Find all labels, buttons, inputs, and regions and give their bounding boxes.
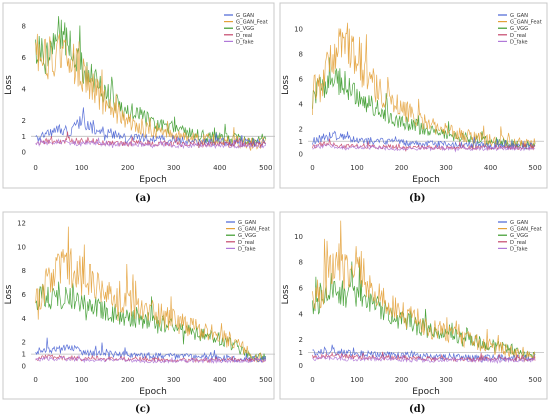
caption-b: (b) <box>409 193 426 204</box>
caption-a: (a) <box>135 193 151 204</box>
x-tick-label-a: 400 <box>213 164 226 172</box>
legend-label-d: G_VGG <box>510 233 528 239</box>
legend-label-a: G_VGG <box>236 26 254 32</box>
x-tick-label-a: 500 <box>259 164 272 172</box>
y-tick-label-d: 4 <box>299 310 304 318</box>
panel-frame-a <box>2 2 275 189</box>
y-tick-label-d: 1 <box>299 349 303 357</box>
caption-c: (c) <box>135 404 151 415</box>
x-tick-label-c: 200 <box>121 376 134 384</box>
y-tick-label-a: 0 <box>22 149 26 157</box>
y-axis-label-c: Loss <box>4 284 14 304</box>
y-axis-label-b: Loss <box>281 75 291 95</box>
x-axis-label-b: Epoch <box>412 175 440 185</box>
x-tick-label-a: 200 <box>121 164 134 172</box>
x-tick-label-d: 100 <box>350 376 363 384</box>
x-tick-label-b: 500 <box>528 164 541 172</box>
legend-label-a: G_GAN_Feat <box>236 20 268 26</box>
y-tick-label-c: 6 <box>22 291 27 299</box>
legend-label-a: G_GAN <box>236 13 254 19</box>
series-line-d-fake-d <box>312 354 536 365</box>
y-tick-label-b: 6 <box>299 75 304 83</box>
series-line-g-gan-feat-a <box>35 33 267 151</box>
y-tick-label-b: 10 <box>294 25 303 33</box>
x-tick-label-b: 300 <box>439 164 452 172</box>
x-tick-label-c: 100 <box>75 376 88 384</box>
y-tick-label-a: 2 <box>22 117 26 125</box>
y-tick-label-b: 8 <box>299 50 303 58</box>
legend-label-a: D_real <box>236 33 252 39</box>
y-tick-label-a: 8 <box>22 22 26 30</box>
x-tick-label-c: 0 <box>33 376 37 384</box>
y-tick-label-c: 2 <box>22 339 26 347</box>
x-tick-label-b: 200 <box>395 164 408 172</box>
x-tick-label-a: 100 <box>75 164 88 172</box>
series-line-g-gan-feat-d <box>312 220 536 363</box>
y-tick-label-b: 1 <box>299 138 303 146</box>
legend-label-b: G_GAN <box>510 13 528 19</box>
x-tick-label-c: 300 <box>167 376 180 384</box>
legend-label-b: D_real <box>510 33 526 39</box>
y-tick-label-c: 4 <box>22 315 27 323</box>
y-tick-label-d: 6 <box>299 285 304 293</box>
x-tick-label-c: 400 <box>213 376 226 384</box>
y-tick-label-d: 8 <box>299 259 303 267</box>
x-tick-label-d: 300 <box>439 376 452 384</box>
series-line-g-gan-b <box>312 130 536 150</box>
series-line-g-gan-feat-c <box>35 226 267 363</box>
x-tick-label-b: 0 <box>310 164 314 172</box>
x-tick-label-b: 400 <box>484 164 497 172</box>
x-tick-label-d: 200 <box>395 376 408 384</box>
x-axis-label-d: Epoch <box>412 387 440 397</box>
y-tick-label-a: 1 <box>22 133 26 141</box>
legend-label-d: G_GAN_Feat <box>510 227 542 233</box>
legend-label-b: D_fake <box>510 39 528 45</box>
y-axis-label-d: Loss <box>281 284 291 304</box>
legend-label-d: G_GAN <box>510 220 528 226</box>
legend-label-a: D_fake <box>236 39 254 45</box>
y-axis-label-a: Loss <box>4 75 14 95</box>
legend-label-b: G_VGG <box>510 26 528 32</box>
x-tick-label-c: 500 <box>259 376 272 384</box>
y-tick-label-b: 2 <box>299 125 303 133</box>
x-axis-label-c: Epoch <box>139 387 167 397</box>
legend-label-c: G_VGG <box>238 233 256 239</box>
legend-label-c: D_fake <box>238 246 256 252</box>
x-axis-label-a: Epoch <box>139 175 167 185</box>
series-line-d-fake-b <box>312 143 536 153</box>
series-line-d-fake-a <box>35 137 267 150</box>
legend-label-d: D_real <box>510 240 526 246</box>
y-tick-label-b: 4 <box>299 100 304 108</box>
caption-d: (d) <box>409 404 426 415</box>
legend-label-c: G_GAN <box>238 220 256 226</box>
x-tick-label-b: 100 <box>350 164 363 172</box>
series-line-g-gan-c <box>35 337 267 363</box>
y-tick-label-c: 12 <box>17 219 26 227</box>
legend-label-d: D_fake <box>510 246 528 252</box>
legend-label-b: G_GAN_Feat <box>510 20 542 26</box>
series-line-d-fake-c <box>35 354 267 365</box>
legend-label-c: D_real <box>238 240 254 246</box>
y-tick-label-b: 0 <box>299 150 303 158</box>
series-line-g-gan-d <box>312 344 536 363</box>
x-tick-label-d: 400 <box>484 376 497 384</box>
y-tick-label-c: 8 <box>22 267 26 275</box>
y-tick-label-d: 0 <box>299 362 303 370</box>
y-tick-label-d: 2 <box>299 336 303 344</box>
y-tick-label-d: 10 <box>294 233 303 241</box>
y-tick-label-a: 4 <box>22 85 27 93</box>
y-tick-label-c: 10 <box>17 243 26 251</box>
y-tick-label-a: 6 <box>22 54 27 62</box>
x-tick-label-a: 0 <box>33 164 37 172</box>
x-tick-label-d: 500 <box>528 376 541 384</box>
series-line-g-gan-a <box>35 107 267 148</box>
x-tick-label-a: 300 <box>167 164 180 172</box>
y-tick-label-c: 0 <box>22 363 26 371</box>
series-line-d-real-b <box>312 138 536 152</box>
x-tick-label-d: 0 <box>310 376 314 384</box>
y-tick-label-c: 1 <box>22 351 26 359</box>
legend-label-c: G_GAN_Feat <box>238 227 270 233</box>
